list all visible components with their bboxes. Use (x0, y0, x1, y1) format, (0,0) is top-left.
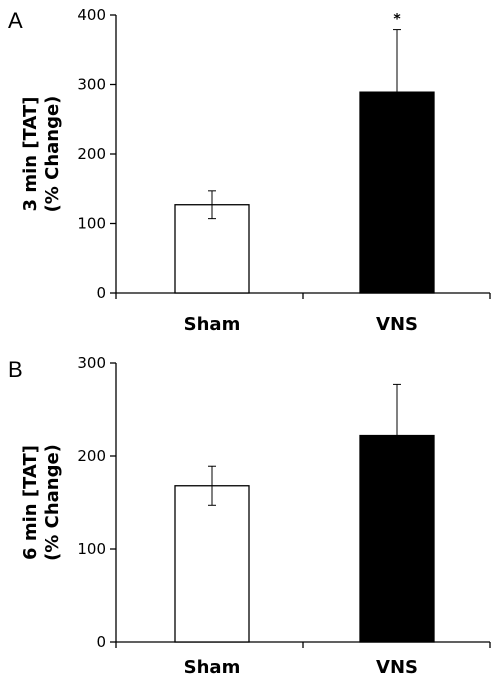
bar-sham (174, 485, 250, 643)
y-tick-label: 300 (77, 354, 106, 372)
panel-letter: A (8, 8, 23, 33)
y-tick-label: 200 (77, 447, 106, 465)
y-tick-label: 0 (96, 633, 106, 651)
category-label: Sham (184, 657, 241, 678)
y-axis-label-line-1: 6 min [TAT] (20, 445, 41, 560)
y-tick-label: 100 (77, 540, 106, 558)
y-axis-label-line-2: (% Change) (42, 444, 63, 561)
y-tick-label: 300 (77, 76, 106, 94)
y-axis-label-line-2: (% Change) (42, 96, 63, 213)
category-label: VNS (376, 657, 418, 678)
panel-letter: B (8, 357, 23, 382)
chart-panel-a: A 0 100 200 300 400 Sham VNS * 3 min [TAT](% Chan… (8, 6, 491, 335)
y-tick-label: 400 (77, 6, 106, 24)
y-axis-label: 3 min [TAT](% Change) (20, 96, 63, 213)
category-label: VNS (376, 314, 418, 335)
y-tick-label: 0 (96, 284, 106, 302)
significance-marker: * (393, 12, 401, 28)
y-tick-label: 100 (77, 215, 106, 233)
chart-panel-b: B 0 100 200 300 Sham VNS 6 min [TAT](% Change) (8, 354, 491, 678)
y-axis-label: 6 min [TAT](% Change) (20, 444, 63, 561)
y-tick-label: 200 (77, 145, 106, 163)
y-axis-label-line-1: 3 min [TAT] (20, 97, 41, 212)
category-label: Sham (184, 314, 241, 335)
